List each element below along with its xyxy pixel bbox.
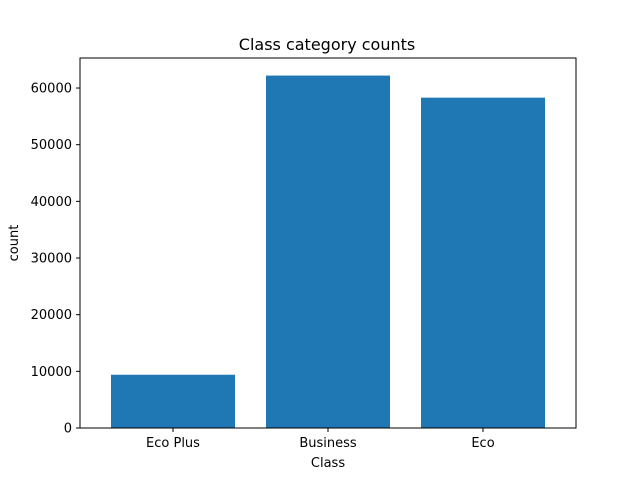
x-axis: Eco Plus Business Eco (146, 428, 495, 451)
y-tick-label: 60000 (31, 82, 72, 97)
y-tick-label: 50000 (31, 138, 72, 153)
plot-area (111, 75, 545, 429)
chart-title: Class category counts (239, 35, 415, 54)
bar-eco-plus (111, 374, 235, 428)
y-axis-title: count (7, 225, 22, 262)
bar-business (266, 75, 390, 428)
y-tick-label: 20000 (31, 308, 72, 323)
x-axis-title: Class (311, 456, 345, 471)
x-tick-label: Eco Plus (146, 436, 200, 451)
plot-frame (79, 57, 577, 429)
y-axis: 0 10000 20000 30000 40000 50000 60000 (31, 82, 80, 437)
bar-eco (421, 97, 545, 429)
y-tick-label: 40000 (31, 195, 72, 210)
x-tick-label: Business (299, 436, 357, 451)
y-tick-label: 0 (64, 422, 72, 437)
x-tick-label: Eco (471, 436, 494, 451)
y-tick-label: 30000 (31, 252, 72, 267)
y-tick-label: 10000 (31, 365, 72, 380)
